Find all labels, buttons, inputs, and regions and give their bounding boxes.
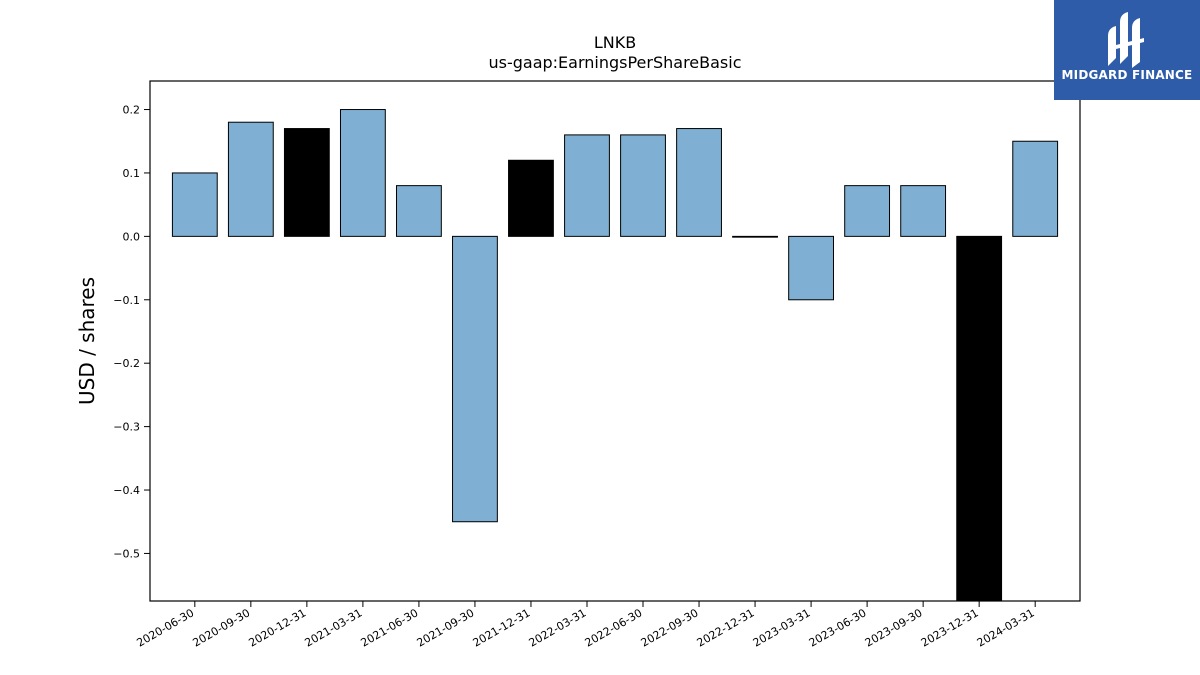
bar-2022-12-31 <box>732 235 778 238</box>
y-tick-label: −0.1 <box>113 294 140 307</box>
y-tick-label: −0.3 <box>113 421 140 434</box>
bar-2020-06-30 <box>171 172 218 237</box>
bar-2023-03-31 <box>788 235 834 301</box>
chart-subtitle: us-gaap:EarningsPerShareBasic <box>488 53 741 72</box>
brand-name: MIDGARD FINANCE <box>1061 68 1193 82</box>
bar-2021-09-30 <box>452 235 498 523</box>
y-axis-label: USD / shares <box>75 277 99 405</box>
brand-logo: MIDGARD FINANCE <box>1054 0 1200 100</box>
bar-2022-09-30 <box>676 128 722 237</box>
y-tick-label: −0.5 <box>113 547 140 560</box>
x-tick-label: 2021-03-31 <box>303 606 365 649</box>
x-tick-label: 2021-12-31 <box>471 606 533 649</box>
brand-mark-icon <box>1108 12 1144 68</box>
bar-2022-06-30 <box>620 134 666 237</box>
bar-2023-06-30 <box>844 185 891 237</box>
y-tick-label: −0.4 <box>113 484 140 497</box>
x-tick-label: 2020-06-30 <box>134 606 196 649</box>
y-tick-label: 0.0 <box>123 230 141 243</box>
bar-2022-03-31 <box>564 134 610 237</box>
bar-2021-12-31 <box>508 159 554 237</box>
bar-2020-12-31 <box>283 128 330 237</box>
y-tick-label: 0.1 <box>123 167 141 180</box>
x-tick-label: 2021-09-30 <box>415 606 477 649</box>
chart-title: LNKB <box>594 33 636 52</box>
x-tick-label: 2021-06-30 <box>359 606 421 649</box>
x-tick-label: 2024-03-31 <box>975 606 1037 649</box>
x-tick-label: 2022-06-30 <box>583 606 645 649</box>
bar-series <box>171 109 1059 601</box>
x-tick-label: 2020-12-31 <box>246 606 308 649</box>
x-tick-label: 2023-09-30 <box>863 606 925 649</box>
y-tick-label: 0.2 <box>123 104 141 117</box>
bar-2020-09-30 <box>227 121 274 237</box>
x-tick-label: 2022-03-31 <box>527 606 589 649</box>
bar-2024-03-31 <box>1012 140 1059 237</box>
y-axis: 0.2 0.1 0.0 −0.1 −0.2 −0.3 −0.4 −0.5 <box>113 104 150 560</box>
x-tick-label: 2023-12-31 <box>919 606 981 649</box>
bar-2023-09-30 <box>900 185 947 237</box>
bar-2021-03-31 <box>339 109 386 237</box>
x-tick-label: 2022-12-31 <box>695 606 757 649</box>
bar-2021-06-30 <box>396 185 442 237</box>
plot-frame <box>149 80 1081 602</box>
x-axis: 2020-06-302020-09-302020-12-312021-03-31… <box>134 601 1037 650</box>
y-tick-label: −0.2 <box>113 357 140 370</box>
x-tick-label: 2020-09-30 <box>190 606 252 649</box>
bar-2023-12-31 <box>956 235 1003 601</box>
x-tick-label: 2023-03-31 <box>751 606 813 649</box>
x-tick-label: 2023-06-30 <box>807 606 869 649</box>
x-tick-label: 2022-09-30 <box>639 606 701 649</box>
